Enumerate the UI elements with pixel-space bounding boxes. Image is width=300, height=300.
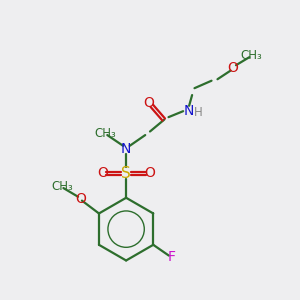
Text: CH₃: CH₃ <box>51 180 73 193</box>
Text: CH₃: CH₃ <box>241 49 262 62</box>
Text: O: O <box>98 166 108 180</box>
Text: CH₃: CH₃ <box>94 127 116 140</box>
Text: N: N <box>121 142 131 156</box>
Text: O: O <box>75 192 86 206</box>
Text: H: H <box>194 106 203 119</box>
Text: O: O <box>144 166 155 180</box>
Text: O: O <box>228 61 238 75</box>
Text: F: F <box>167 250 175 264</box>
Text: N: N <box>183 104 194 118</box>
Text: S: S <box>121 166 131 181</box>
Text: O: O <box>143 96 154 110</box>
